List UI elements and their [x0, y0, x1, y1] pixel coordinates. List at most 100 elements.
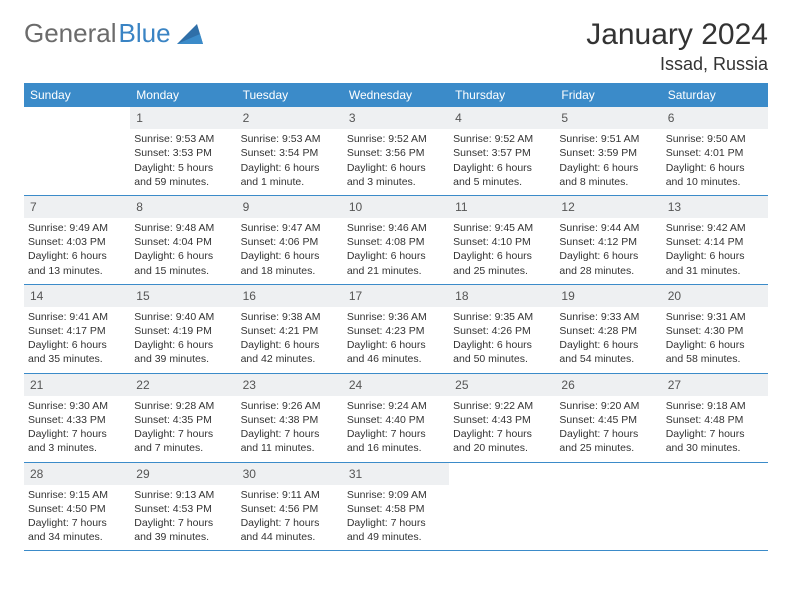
- cell-line: Sunset: 4:53 PM: [134, 502, 232, 516]
- cell-line: and 28 minutes.: [559, 264, 657, 278]
- cell-line: and 3 minutes.: [347, 175, 445, 189]
- day-number: 13: [662, 196, 768, 218]
- cell-line: Sunset: 4:17 PM: [28, 324, 126, 338]
- month-title: January 2024: [586, 18, 768, 52]
- brand-logo: GeneralBlue: [24, 18, 203, 49]
- day-headers-row: SundayMondayTuesdayWednesdayThursdayFrid…: [24, 83, 768, 107]
- calendar-cell: 16Sunrise: 9:38 AMSunset: 4:21 PMDayligh…: [237, 285, 343, 373]
- day-number: 15: [130, 285, 236, 307]
- cell-line: Sunrise: 9:22 AM: [453, 399, 551, 413]
- cell-line: Daylight: 6 hours: [347, 161, 445, 175]
- cell-line: and 20 minutes.: [453, 441, 551, 455]
- calendar-cell: 26Sunrise: 9:20 AMSunset: 4:45 PMDayligh…: [555, 374, 661, 462]
- week-row: 28Sunrise: 9:15 AMSunset: 4:50 PMDayligh…: [24, 463, 768, 552]
- calendar-cell: [449, 463, 555, 551]
- calendar-cell: 31Sunrise: 9:09 AMSunset: 4:58 PMDayligh…: [343, 463, 449, 551]
- calendar-cell: 18Sunrise: 9:35 AMSunset: 4:26 PMDayligh…: [449, 285, 555, 373]
- calendar-cell: 27Sunrise: 9:18 AMSunset: 4:48 PMDayligh…: [662, 374, 768, 462]
- cell-line: Sunrise: 9:44 AM: [559, 221, 657, 235]
- day-number: 25: [449, 374, 555, 396]
- day-header: Tuesday: [237, 83, 343, 107]
- cell-line: Sunrise: 9:53 AM: [134, 132, 232, 146]
- cell-line: Daylight: 6 hours: [559, 338, 657, 352]
- cell-line: Sunrise: 9:38 AM: [241, 310, 339, 324]
- calendar-cell: 17Sunrise: 9:36 AMSunset: 4:23 PMDayligh…: [343, 285, 449, 373]
- cell-line: and 54 minutes.: [559, 352, 657, 366]
- cell-line: and 31 minutes.: [666, 264, 764, 278]
- cell-line: Daylight: 7 hours: [134, 427, 232, 441]
- calendar-cell: 12Sunrise: 9:44 AMSunset: 4:12 PMDayligh…: [555, 196, 661, 284]
- cell-line: Sunset: 4:12 PM: [559, 235, 657, 249]
- day-header: Wednesday: [343, 83, 449, 107]
- calendar-cell: 23Sunrise: 9:26 AMSunset: 4:38 PMDayligh…: [237, 374, 343, 462]
- cell-line: Sunset: 4:04 PM: [134, 235, 232, 249]
- cell-line: Sunrise: 9:46 AM: [347, 221, 445, 235]
- cell-line: Sunrise: 9:24 AM: [347, 399, 445, 413]
- day-header: Thursday: [449, 83, 555, 107]
- cell-line: Daylight: 6 hours: [453, 249, 551, 263]
- calendar-cell: 22Sunrise: 9:28 AMSunset: 4:35 PMDayligh…: [130, 374, 236, 462]
- cell-line: Sunset: 4:08 PM: [347, 235, 445, 249]
- cell-line: and 21 minutes.: [347, 264, 445, 278]
- cell-line: Sunset: 4:23 PM: [347, 324, 445, 338]
- cell-line: Daylight: 6 hours: [453, 161, 551, 175]
- day-number: 22: [130, 374, 236, 396]
- day-number: 1: [130, 107, 236, 129]
- cell-line: Sunrise: 9:30 AM: [28, 399, 126, 413]
- cell-line: and 49 minutes.: [347, 530, 445, 544]
- cell-line: and 5 minutes.: [453, 175, 551, 189]
- day-number: 2: [237, 107, 343, 129]
- cell-line: Sunrise: 9:15 AM: [28, 488, 126, 502]
- brand-part2: Blue: [119, 18, 171, 49]
- calendar-cell: 5Sunrise: 9:51 AMSunset: 3:59 PMDaylight…: [555, 107, 661, 195]
- cell-line: and 3 minutes.: [28, 441, 126, 455]
- cell-line: Daylight: 6 hours: [241, 249, 339, 263]
- calendar: SundayMondayTuesdayWednesdayThursdayFrid…: [24, 83, 768, 551]
- day-number: 8: [130, 196, 236, 218]
- cell-line: and 58 minutes.: [666, 352, 764, 366]
- cell-line: Sunrise: 9:50 AM: [666, 132, 764, 146]
- day-number: 11: [449, 196, 555, 218]
- calendar-cell: 9Sunrise: 9:47 AMSunset: 4:06 PMDaylight…: [237, 196, 343, 284]
- cell-line: Daylight: 6 hours: [347, 338, 445, 352]
- cell-line: Daylight: 6 hours: [134, 338, 232, 352]
- cell-line: Sunset: 4:56 PM: [241, 502, 339, 516]
- cell-line: Daylight: 6 hours: [134, 249, 232, 263]
- cell-line: and 59 minutes.: [134, 175, 232, 189]
- cell-line: Sunrise: 9:49 AM: [28, 221, 126, 235]
- day-header: Monday: [130, 83, 236, 107]
- cell-line: Sunset: 4:28 PM: [559, 324, 657, 338]
- cell-line: and 1 minute.: [241, 175, 339, 189]
- cell-line: Sunrise: 9:47 AM: [241, 221, 339, 235]
- cell-line: Daylight: 7 hours: [134, 516, 232, 530]
- cell-line: and 35 minutes.: [28, 352, 126, 366]
- day-number: 9: [237, 196, 343, 218]
- cell-line: Sunrise: 9:45 AM: [453, 221, 551, 235]
- cell-line: and 44 minutes.: [241, 530, 339, 544]
- cell-line: Sunrise: 9:36 AM: [347, 310, 445, 324]
- calendar-cell: [555, 463, 661, 551]
- cell-line: Daylight: 7 hours: [28, 427, 126, 441]
- day-number: 21: [24, 374, 130, 396]
- day-number: 5: [555, 107, 661, 129]
- calendar-cell: 8Sunrise: 9:48 AMSunset: 4:04 PMDaylight…: [130, 196, 236, 284]
- week-row: 1Sunrise: 9:53 AMSunset: 3:53 PMDaylight…: [24, 107, 768, 196]
- title-block: January 2024 Issad, Russia: [586, 18, 768, 75]
- cell-line: and 11 minutes.: [241, 441, 339, 455]
- cell-line: Sunrise: 9:09 AM: [347, 488, 445, 502]
- brand-part1: General: [24, 18, 117, 49]
- cell-line: and 13 minutes.: [28, 264, 126, 278]
- calendar-cell: 2Sunrise: 9:53 AMSunset: 3:54 PMDaylight…: [237, 107, 343, 195]
- cell-line: Daylight: 7 hours: [241, 516, 339, 530]
- calendar-cell: 10Sunrise: 9:46 AMSunset: 4:08 PMDayligh…: [343, 196, 449, 284]
- calendar-cell: 19Sunrise: 9:33 AMSunset: 4:28 PMDayligh…: [555, 285, 661, 373]
- cell-line: and 10 minutes.: [666, 175, 764, 189]
- cell-line: and 16 minutes.: [347, 441, 445, 455]
- calendar-cell: 13Sunrise: 9:42 AMSunset: 4:14 PMDayligh…: [662, 196, 768, 284]
- cell-line: Sunrise: 9:40 AM: [134, 310, 232, 324]
- day-number: 4: [449, 107, 555, 129]
- cell-line: Sunset: 4:40 PM: [347, 413, 445, 427]
- cell-line: Daylight: 7 hours: [453, 427, 551, 441]
- cell-line: Daylight: 7 hours: [559, 427, 657, 441]
- calendar-cell: 7Sunrise: 9:49 AMSunset: 4:03 PMDaylight…: [24, 196, 130, 284]
